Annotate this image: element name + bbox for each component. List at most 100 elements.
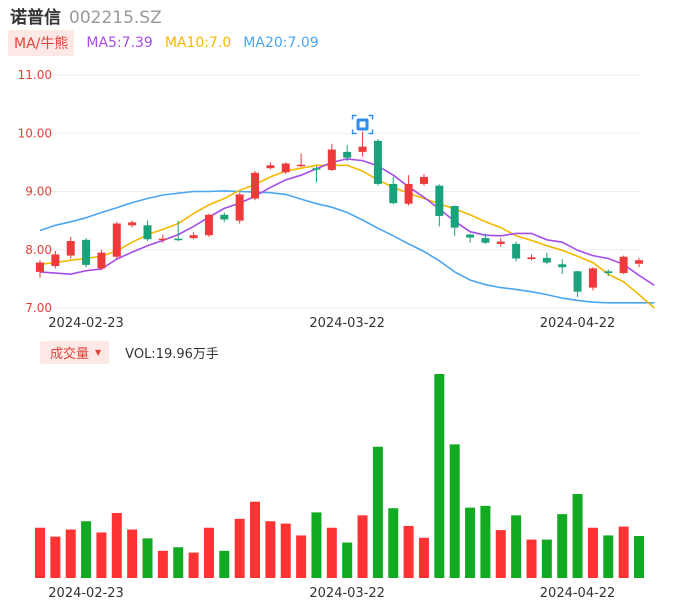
volume-bar: [65, 529, 76, 578]
candle-body: [542, 257, 551, 263]
candle-body: [128, 222, 137, 226]
stock-name: 诺普信: [10, 8, 61, 28]
volume-bar: [127, 529, 138, 578]
candle: [128, 220, 137, 228]
candle: [527, 254, 536, 261]
candle-body: [235, 194, 244, 221]
volume-bar: [173, 547, 184, 578]
volume-bar: [111, 512, 122, 578]
volume-indicator-selector[interactable]: 成交量 ▼: [40, 340, 110, 364]
volume-bar: [142, 538, 153, 578]
candle: [51, 250, 60, 269]
ma10-line: [39, 164, 655, 309]
volume-bar: [465, 507, 476, 578]
ma-legend: MA/牛熊 MA5:7.39 MA10:7.0 MA20:7.09: [8, 30, 319, 56]
y-tick-label: 11.00: [18, 68, 52, 82]
candle: [435, 184, 444, 227]
volume-bar: [296, 535, 307, 578]
volume-bar: [603, 535, 614, 578]
candle: [143, 220, 152, 242]
volume-value: VOL:19.96万手: [125, 346, 219, 362]
volume-bar: [495, 530, 506, 578]
candle: [36, 260, 44, 278]
volume-bar: [418, 537, 429, 578]
volume-bar: [372, 446, 383, 578]
candle: [235, 192, 244, 224]
volume-bar: [403, 525, 414, 578]
candle-body: [558, 264, 567, 268]
candle-body: [297, 164, 306, 167]
ma10-label: MA10:7.0: [164, 35, 232, 51]
candle-body: [512, 243, 521, 259]
volume-bar: [587, 527, 598, 578]
candle: [373, 139, 382, 186]
volume-bar: [250, 501, 261, 578]
candle: [251, 171, 260, 201]
volume-bar: [157, 550, 168, 578]
candle: [466, 233, 475, 243]
volume-bar: [449, 444, 460, 578]
candle-body: [527, 257, 536, 260]
candle: [112, 221, 121, 259]
candle-body: [327, 149, 336, 170]
volume-x-tick-label: 2024-03-22: [309, 586, 385, 601]
candle: [189, 232, 198, 240]
candle-body: [435, 185, 444, 216]
volume-x-tick-label: 2024-02-23: [48, 586, 124, 601]
volume-bar: [188, 552, 199, 578]
volume-bar: [234, 518, 245, 578]
high-marker-icon: [351, 114, 374, 135]
candle-body: [97, 252, 106, 269]
candle: [496, 238, 505, 247]
candle-body: [404, 183, 413, 204]
candle-body: [204, 214, 213, 236]
y-tick-label: 8.00: [25, 243, 52, 257]
candle-body: [66, 241, 75, 256]
title-row: 诺普信 002215.SZ: [10, 3, 162, 29]
candle-body: [312, 168, 321, 170]
ma20-line: [39, 190, 655, 304]
volume-bar: [526, 539, 537, 578]
candle-body: [573, 271, 582, 292]
candle: [619, 255, 628, 275]
candle: [297, 153, 306, 168]
volume-bar: [434, 374, 445, 578]
volume-bar: [326, 527, 337, 578]
volume-bar: [311, 512, 322, 578]
volume-bar: [81, 521, 92, 578]
candle-body: [143, 225, 152, 240]
volume-bar: [541, 539, 552, 578]
stock-code: 002215.SZ: [69, 8, 162, 28]
ma20-label: MA20:7.09: [243, 35, 319, 51]
candle: [158, 234, 167, 243]
y-tick-label: 7.00: [25, 301, 52, 315]
volume-bar: [557, 514, 568, 578]
candle: [266, 162, 275, 170]
candle-body: [220, 214, 229, 220]
candle-body: [619, 256, 628, 274]
candle-body: [389, 183, 398, 204]
volume-x-tick-label: 2024-04-22: [540, 586, 616, 601]
candle-body: [373, 140, 382, 184]
y-tick-label: 10.00: [18, 126, 52, 140]
candle: [66, 236, 75, 259]
candle: [343, 144, 352, 162]
candle: [542, 252, 551, 265]
candle-body: [174, 238, 183, 241]
candle-body: [358, 146, 367, 152]
volume-bar: [280, 523, 291, 578]
candle: [327, 143, 336, 172]
candle-body: [51, 254, 60, 267]
candle-body: [450, 206, 459, 228]
candle-body: [36, 262, 44, 272]
candle-body: [419, 176, 428, 184]
x-tick-label: 2024-02-23: [48, 316, 124, 331]
volume-bar: [265, 521, 276, 578]
ma5-label: MA5:7.39: [86, 35, 153, 51]
candle: [573, 270, 582, 297]
candle-body: [112, 223, 121, 257]
candle: [220, 212, 229, 222]
candle-body: [588, 268, 597, 288]
ma-indicator-selector[interactable]: MA/牛熊: [8, 30, 75, 56]
